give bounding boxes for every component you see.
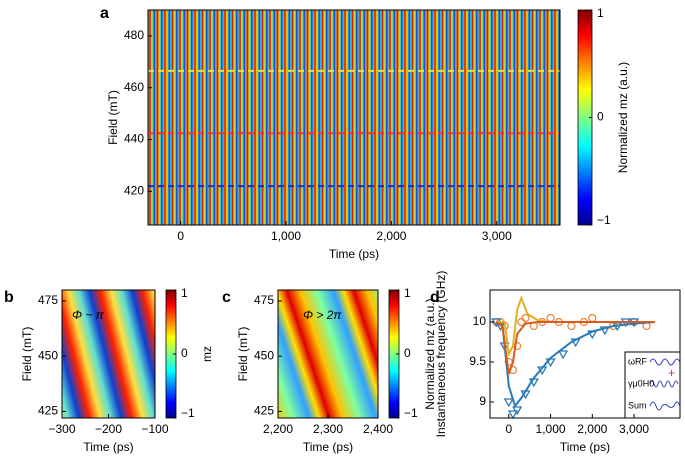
y-tick-label: 9.5: [469, 354, 486, 368]
y-tick-label: 475: [38, 293, 58, 307]
colorbar-label: Normalized mz (a.u.): [423, 298, 437, 409]
x-tick-label: 3,000: [619, 422, 649, 436]
point: [567, 321, 576, 331]
y-tick-label: 475: [254, 293, 274, 307]
y-axis-label: Field (mT): [236, 327, 250, 382]
x-axis-label: Time (ps): [329, 247, 379, 261]
colorbar-tick-label: −1: [597, 213, 611, 227]
colorbar-tick-label: −1: [404, 406, 418, 420]
panel-label: b: [4, 289, 14, 306]
x-tick-label: −100: [141, 422, 168, 436]
inset-plus: +: [668, 366, 675, 380]
y-tick-label: 9: [479, 394, 486, 408]
x-tick-label: 1,000: [271, 229, 301, 243]
y-tick-label: 420: [124, 183, 144, 197]
y-axis-label: Field (mT): [106, 90, 120, 145]
x-axis-label: Time (ps): [83, 440, 133, 454]
fit-line: [495, 321, 655, 375]
y-tick-label: 440: [124, 132, 144, 146]
colorbar-tick-label: 0: [181, 346, 188, 360]
heatmap: [148, 10, 560, 225]
panel-label: d: [430, 289, 440, 306]
colorbar-tick-label: −1: [181, 406, 195, 420]
inset-label: γμ0H0: [628, 378, 654, 388]
x-axis-label: Time (ps): [560, 440, 610, 454]
x-tick-label: 2,000: [577, 422, 607, 436]
panel-label: c: [222, 289, 231, 306]
x-tick-label: −300: [48, 422, 75, 436]
inset-wave: [649, 401, 681, 411]
colorbar-tick-label: 1: [404, 286, 411, 300]
inset-wave: [649, 380, 679, 388]
colorbar-label: mz: [200, 346, 214, 362]
x-tick-label: 2,200: [263, 422, 293, 436]
y-tick-label: 450: [38, 348, 58, 362]
x-axis-label: Time (ps): [303, 440, 353, 454]
fit-line: [495, 321, 656, 409]
y-tick-label: 10: [473, 314, 487, 328]
plot-frame: [489, 289, 681, 419]
x-tick-label: 1,000: [536, 422, 566, 436]
point: [546, 313, 555, 323]
colorbar-tick-label: 0: [404, 346, 411, 360]
y-tick-label: 425: [38, 404, 58, 418]
y-tick-label: 460: [124, 80, 144, 94]
annotation: Φ ~ π: [72, 308, 105, 322]
y-tick-label: 425: [254, 404, 274, 418]
annotation: Φ > 2π: [303, 308, 342, 322]
heatmap: [62, 290, 155, 418]
heatmap: [278, 290, 378, 418]
plot-frame: [147, 9, 561, 226]
point: [503, 398, 514, 408]
point: [599, 326, 610, 336]
point: [588, 313, 597, 323]
x-tick-label: 0: [505, 422, 512, 436]
x-tick-label: 0: [177, 229, 184, 243]
inset: + ωRF γμ0H0 Sum: [624, 351, 681, 419]
x-tick-label: −200: [95, 422, 122, 436]
point: [521, 313, 530, 323]
x-tick-label: 3,000: [482, 229, 512, 243]
y-tick-label: 480: [124, 28, 144, 42]
y-axis-label: Field (mT): [20, 327, 34, 382]
inset-label: ωRF: [628, 356, 648, 366]
x-tick-label: 2,400: [363, 422, 393, 436]
inset-wave: [649, 358, 681, 366]
point: [512, 406, 523, 416]
point: [557, 350, 569, 360]
y-tick-label: 450: [254, 348, 274, 362]
colorbar-tick-label: 0: [597, 110, 604, 124]
y-axis-label: Instantaneous frequency (GHz): [434, 271, 448, 438]
colorbar-tick-label: 1: [597, 6, 604, 20]
x-tick-label: 2,000: [376, 229, 406, 243]
colorbar-label: Normalized mz (a.u.): [616, 62, 630, 173]
x-tick-label: 2,300: [313, 422, 343, 436]
inset-label: Sum: [628, 400, 647, 410]
point: [507, 410, 519, 420]
colorbar-tick-label: 1: [181, 286, 188, 300]
panel-label: a: [100, 5, 109, 22]
